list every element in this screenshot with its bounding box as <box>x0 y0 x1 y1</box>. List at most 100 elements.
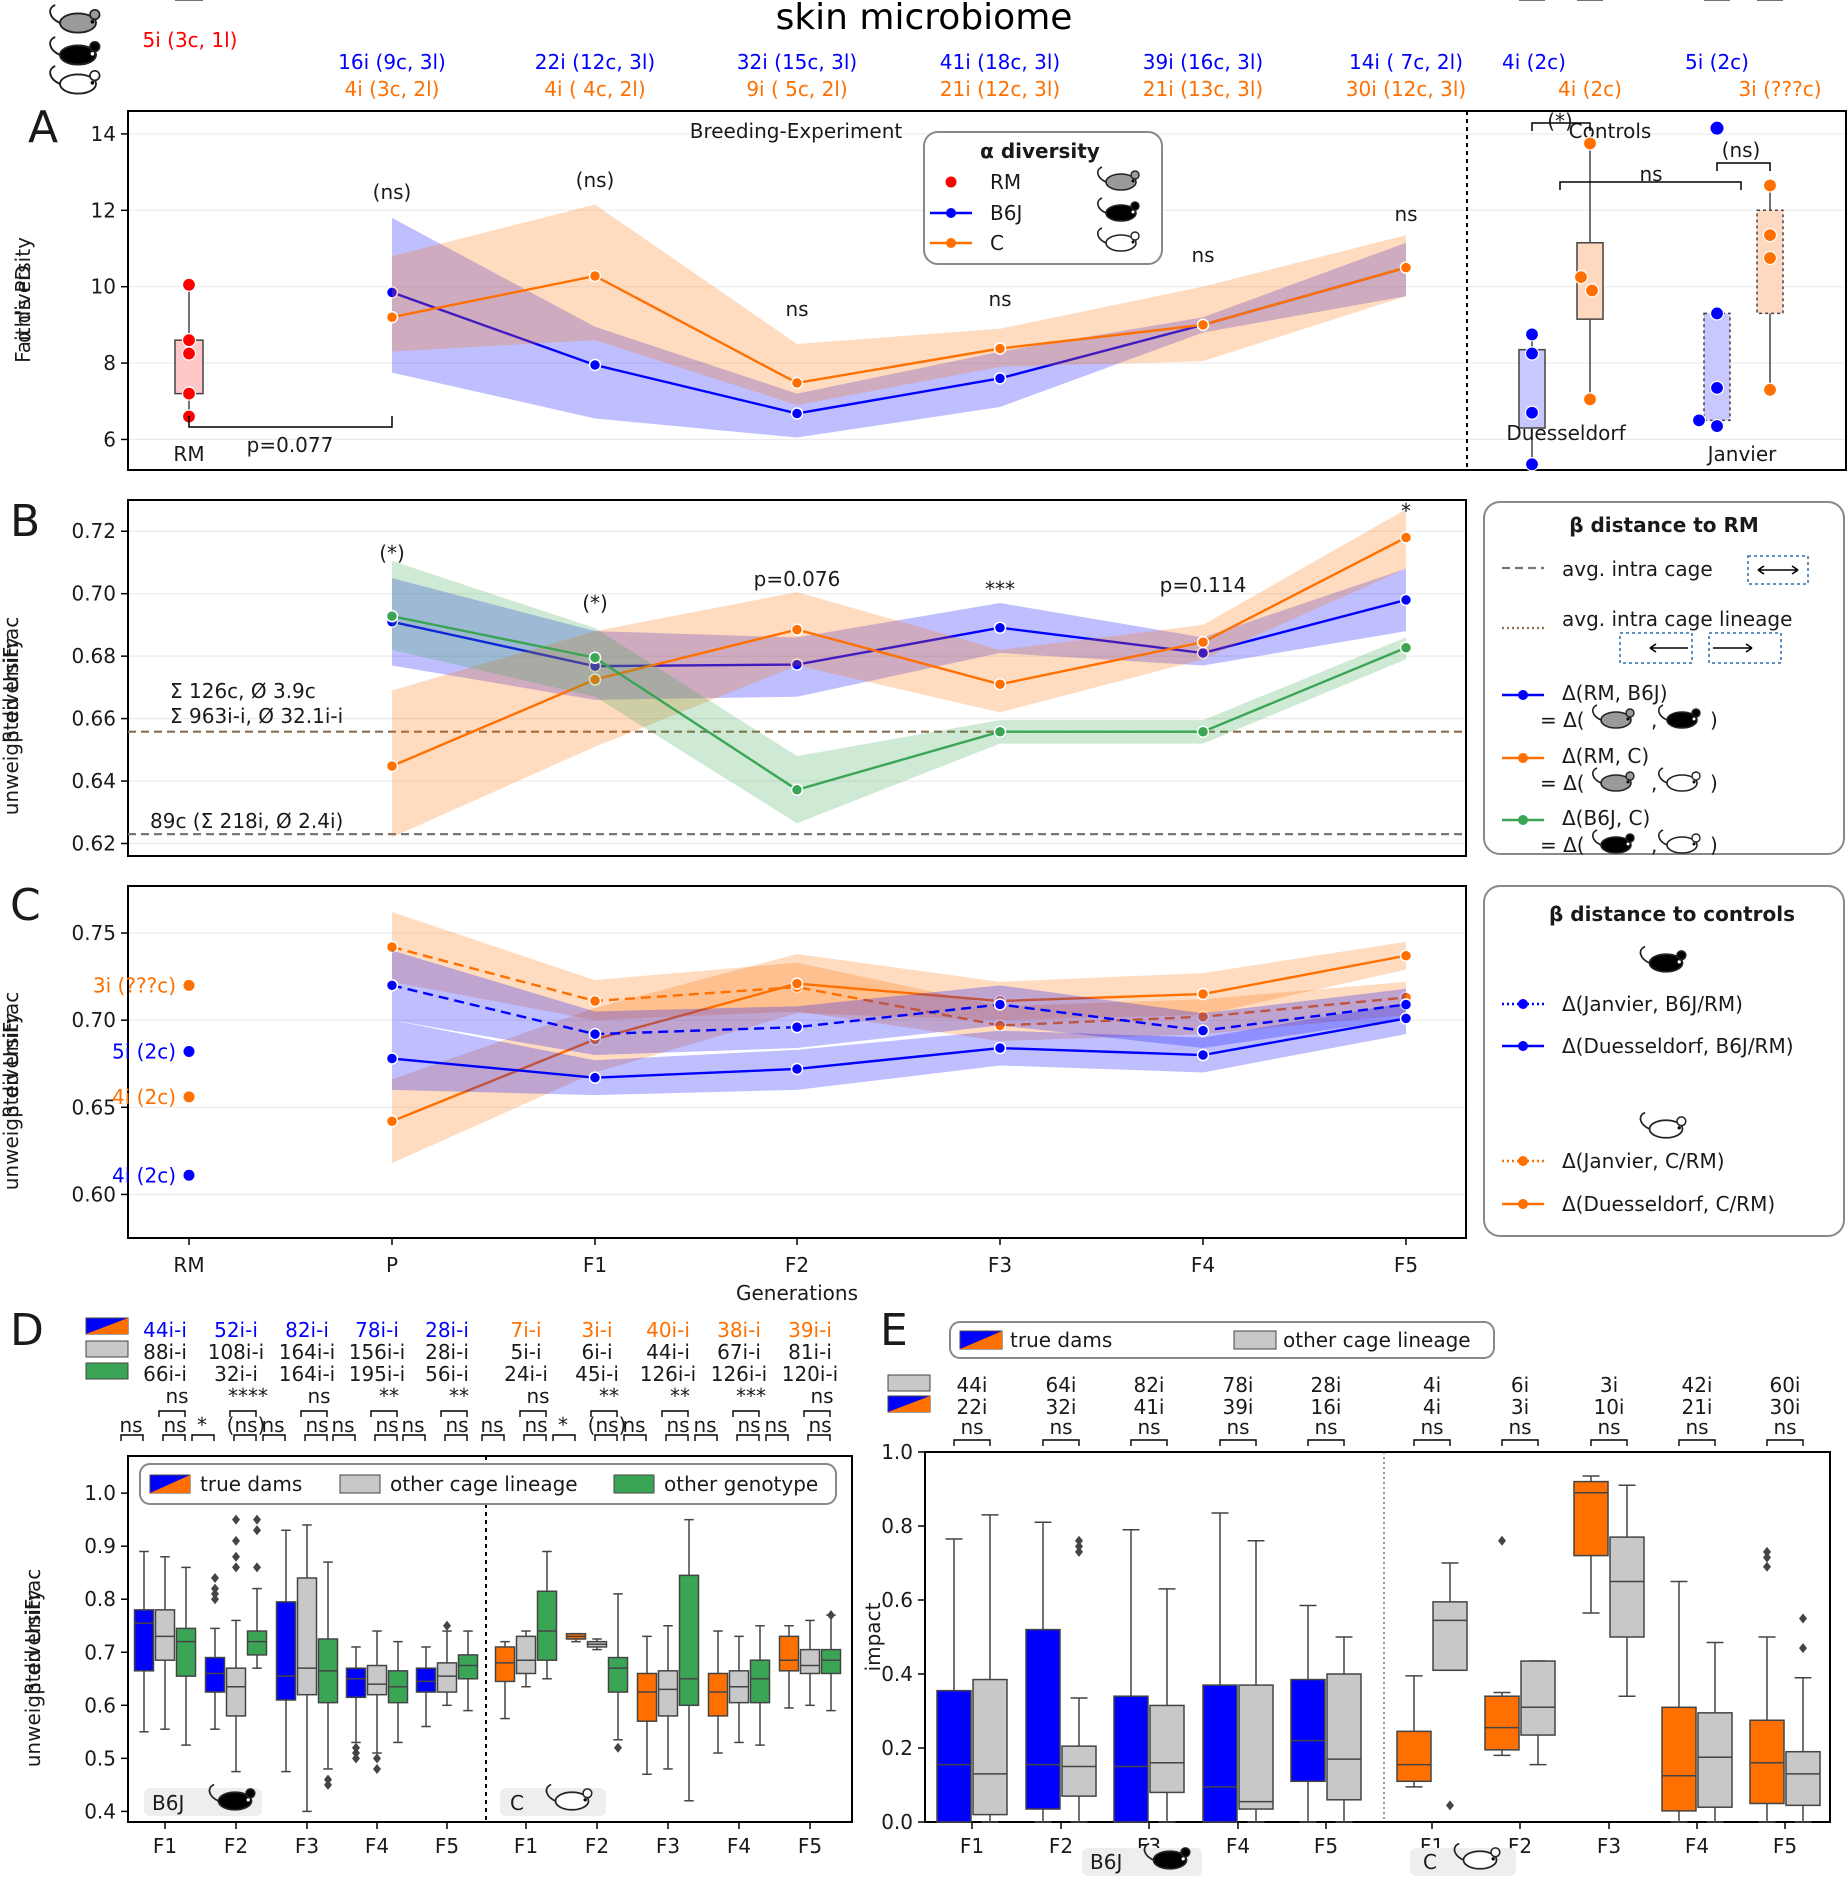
panel-e-box-true-box <box>1484 1695 1520 1751</box>
panel-d-sig-bracket <box>765 1434 789 1441</box>
panel-d-sig-bracket <box>481 1434 505 1441</box>
panel-d-box-0-box <box>778 1635 800 1672</box>
panel-c-legend-marker <box>1518 999 1528 1009</box>
panel-e-count-swatch-grey <box>887 1374 931 1392</box>
panel-c-legend-black-mouse-icon-ear <box>1676 950 1687 961</box>
panel-d-sig-lower: ns <box>331 1413 354 1437</box>
panel-d-box-1-box <box>436 1662 458 1693</box>
panel-d-y-tick-label: 0.5 <box>84 1746 116 1770</box>
panel-b-rm-c-band <box>392 509 1406 838</box>
panel-e-box-grey-flier <box>1075 1535 1083 1546</box>
panel-d-x-tick-label: F2 <box>224 1834 248 1858</box>
panel-d-box-1-box <box>225 1667 247 1717</box>
panel-d-count-true: 28i-i <box>425 1318 469 1342</box>
panel-d-box-2-box <box>820 1648 842 1675</box>
panel-c-legend-black-mouse-icon-tail <box>1639 945 1650 964</box>
panel-b-legend-mouse-a-icon-ear <box>1625 708 1635 718</box>
panel-d-legend-swatch <box>339 1474 381 1494</box>
panel-c-dues-b6j-point <box>1399 1012 1413 1025</box>
panel-a-rm-point <box>181 277 197 292</box>
panel-d-box-2-flier <box>827 1610 835 1621</box>
panel-e-box-true-box <box>1396 1730 1432 1783</box>
panel-d-x-tick-label: F1 <box>514 1834 538 1858</box>
panel-b-rm-c-line <box>391 536 1407 768</box>
panel-d-legend-label: other cage lineage <box>390 1472 578 1496</box>
panel-c-x-tick-label: F2 <box>785 1253 809 1277</box>
panel-b-hline-label: Σ 963i-i, Ø 32.1i-i <box>170 704 343 728</box>
panel-e-legend-label: true dams <box>1010 1328 1112 1352</box>
panel-c-dues-c-point <box>385 1114 399 1128</box>
panel-d-legend-swatch-c <box>150 1475 190 1493</box>
panel-d-sig-bracket <box>694 1434 718 1441</box>
panel-d-sig-lower: ns <box>524 1413 547 1437</box>
panel-d-count-true: 38i-i <box>717 1318 761 1342</box>
panel-c-x-tick-label: F3 <box>988 1253 1012 1277</box>
panel-b-b6j-c-line <box>391 614 1407 792</box>
panel-a-sig: ns <box>1394 202 1417 226</box>
panel-b-legend-mouse-a-icon-tail <box>1592 704 1602 721</box>
panel-e-legend-swatch-true-c <box>960 1331 1002 1349</box>
panel-b-b6j-c-point <box>993 725 1007 738</box>
panel-e-box-true-box <box>936 1689 972 1823</box>
panel-e-sig-bracket <box>1413 1439 1451 1446</box>
panel-d-box-1-box <box>366 1664 388 1696</box>
panel-e-ylabel: impact <box>861 1602 885 1671</box>
panel-e-x-tick-label: F1 <box>960 1834 984 1858</box>
header-c-count: 21i (12c, 3l) <box>940 77 1060 101</box>
panel-d-box-1-flier <box>232 1551 240 1562</box>
panel-e-y-tick-label: 0.2 <box>881 1736 913 1760</box>
panel-b-y-tick-label: 0.62 <box>71 832 116 856</box>
panel-b-legend-series-marker <box>1518 815 1528 825</box>
panel-d-sig-bracket <box>594 1434 618 1441</box>
panel-a-b6j-point <box>790 407 804 420</box>
panel-e-white-mouse-icon-tail <box>1453 1842 1464 1861</box>
panel-a-janv-c-point <box>1762 250 1778 266</box>
panel-a-controls-sig: (ns) <box>1722 138 1761 162</box>
panel-b-sig: *** <box>985 577 1015 601</box>
panel-e-box-grey-box <box>1697 1712 1733 1808</box>
panel-a-legend-grey-mouse-icon <box>1097 166 1140 191</box>
panel-e-sig: ns <box>1685 1415 1708 1439</box>
panel-d-x-tick-label: F1 <box>153 1834 177 1858</box>
panel-d-box-2-flier <box>253 1562 261 1573</box>
header-c-count: 21i (13c, 3l) <box>1143 77 1263 101</box>
panel-a-rm-bracket <box>188 416 393 428</box>
panel-e-count-true: 4i <box>1423 1395 1441 1419</box>
panel-e-count-grey: 78i <box>1222 1373 1253 1397</box>
panel-b-legend-mouse-b-icon-tail <box>1658 829 1668 846</box>
panel-a-sig: (ns) <box>576 168 615 192</box>
white-mouse-icon <box>49 65 101 95</box>
panel-e-black-mouse-icon <box>1143 1842 1191 1870</box>
panel-b-b6j-c-point <box>790 783 804 797</box>
panel-a-dues-c-point <box>1582 136 1598 151</box>
panel-a-c-line <box>391 266 1407 385</box>
panel-d-sig-bracket <box>374 1434 398 1441</box>
panel-e-legend-box <box>949 1321 1495 1359</box>
panel-b-rm-c-point <box>1196 635 1210 649</box>
panel-c-janvier-c-band <box>392 912 1406 1042</box>
panel-b-legend-mouse-b-icon-ear <box>1691 833 1701 843</box>
panel-a-sig: ns <box>1191 243 1214 267</box>
panel-c-dues-c-point <box>1196 987 1210 1001</box>
panel-d-count-swatch-true-c <box>86 1318 128 1334</box>
panel-d-sig-lower: ns <box>808 1413 831 1437</box>
panel-b-legend-mouse-b-icon <box>1658 829 1701 854</box>
panel-a-janv-b6j-point <box>1709 418 1725 434</box>
panel-e-count-true: 21i <box>1681 1395 1712 1419</box>
panel-b-y-tick-label: 0.70 <box>71 582 116 606</box>
panel-b-y-tick-label: 0.66 <box>71 707 116 731</box>
panel-c-rm-point <box>183 1169 195 1181</box>
panel-d-count-green: 126i-i <box>640 1362 697 1386</box>
panel-e-y-tick-label: 0.0 <box>881 1810 913 1834</box>
panel-b-legend-mouse-a-icon-ear <box>1625 833 1635 843</box>
panel-e-sig-bracket <box>1219 1439 1257 1446</box>
panel-d-sig-bracket <box>807 1434 831 1441</box>
panel-e-box-grey-box <box>1061 1745 1097 1797</box>
panel-c-x-tick-label: P <box>386 1253 398 1277</box>
panel-d-count-green: 56i-i <box>425 1362 469 1386</box>
panel-d-sig-bracket <box>402 1434 426 1441</box>
panel-b-legend-lineage-symbol <box>1619 632 1693 664</box>
panel-d-sig-bracket <box>552 1434 576 1441</box>
header-ctrl-b6j-count: 5i (2c) <box>1685 50 1749 74</box>
panel-c-janvier-b6j-point <box>1196 1024 1210 1037</box>
